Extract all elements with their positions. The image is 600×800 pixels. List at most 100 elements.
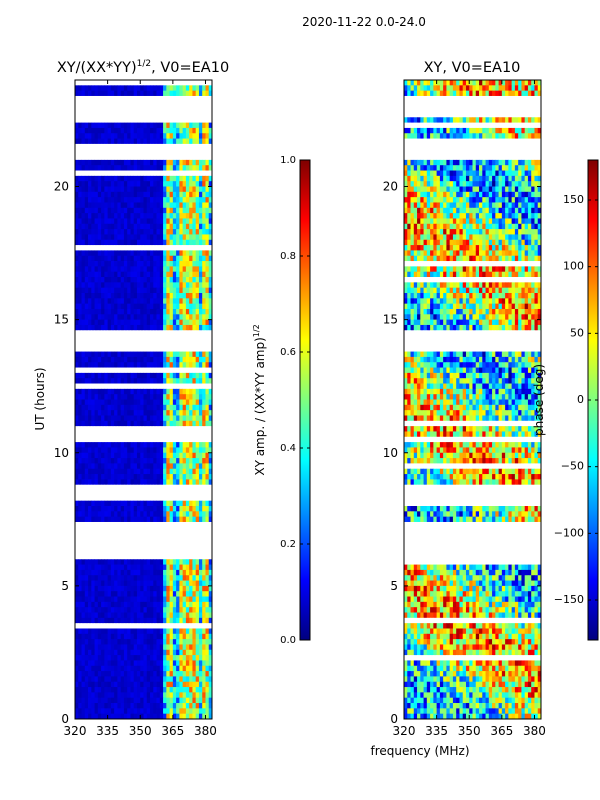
heatmap-cell	[192, 644, 197, 651]
heatmap-cell	[127, 277, 131, 283]
heatmap-cell	[150, 239, 154, 246]
heatmap-cell	[176, 463, 180, 470]
heatmap-cell	[189, 569, 193, 576]
heatmap-cell	[146, 213, 151, 219]
heatmap-cell	[195, 495, 200, 502]
heatmap-cell	[84, 388, 89, 395]
heatmap-cell	[189, 303, 193, 310]
heatmap-cell	[192, 458, 197, 464]
heatmap-cell	[88, 186, 92, 193]
heatmap-cell	[143, 585, 148, 592]
heatmap-cell	[107, 202, 112, 209]
heatmap-cell	[172, 367, 177, 374]
heatmap-cell	[153, 394, 157, 400]
heatmap-cell	[114, 484, 118, 491]
heatmap-cell	[143, 612, 148, 619]
heatmap-cell	[205, 692, 210, 699]
heatmap-cell	[182, 521, 187, 528]
heatmap-cell	[117, 415, 122, 422]
heatmap-cell	[172, 303, 177, 310]
heatmap-cell	[114, 575, 118, 581]
heatmap-cell	[114, 404, 118, 411]
heatmap-cell	[146, 388, 151, 395]
heatmap-cell	[205, 633, 210, 640]
heatmap-cell	[75, 229, 79, 235]
heatmap-cell	[195, 612, 200, 619]
heatmap-cell	[110, 303, 115, 310]
heatmap-cell	[150, 143, 154, 150]
heatmap-cell	[185, 580, 190, 587]
heatmap-cell	[97, 202, 102, 209]
heatmap-cell	[185, 143, 190, 150]
heatmap-cell	[97, 95, 102, 102]
heatmap-cell	[208, 601, 213, 608]
heatmap-cell	[130, 95, 135, 102]
heatmap-cell	[78, 101, 82, 108]
heatmap-cell	[117, 708, 122, 715]
heatmap-cell	[114, 111, 118, 118]
heatmap-cell	[182, 378, 187, 384]
heatmap-cell	[94, 335, 99, 342]
heatmap-cell	[133, 687, 138, 693]
heatmap-cell	[172, 447, 177, 454]
heatmap-cell	[123, 80, 128, 86]
heatmap-cell	[91, 101, 95, 108]
heatmap-cell	[192, 617, 197, 624]
heatmap-cell	[205, 133, 210, 139]
heatmap-cell	[88, 553, 92, 560]
heatmap-cell	[159, 154, 164, 161]
heatmap-cell	[185, 399, 190, 406]
heatmap-cell	[84, 149, 89, 155]
heatmap-cell	[133, 223, 138, 230]
heatmap-cell	[107, 548, 112, 555]
heatmap-cell	[156, 133, 161, 139]
heatmap-cell	[192, 649, 197, 656]
heatmap-cell	[114, 330, 118, 336]
heatmap-cell	[81, 569, 86, 576]
heatmap-cell	[182, 165, 187, 171]
heatmap-cell	[172, 708, 177, 715]
heatmap-cell	[179, 308, 184, 315]
heatmap-cell	[153, 431, 157, 438]
heatmap-cell	[185, 90, 190, 97]
heatmap-cell	[143, 159, 148, 166]
heatmap-cell	[75, 324, 79, 331]
heatmap-cell	[117, 122, 122, 129]
heatmap-cell	[84, 436, 89, 443]
heatmap-cell	[153, 111, 157, 118]
heatmap-cell	[130, 165, 135, 171]
heatmap-cell	[146, 372, 151, 379]
heatmap-cell	[153, 404, 157, 411]
heatmap-cell	[182, 687, 187, 693]
heatmap-cell	[143, 676, 148, 683]
heatmap-cell	[117, 521, 122, 528]
heatmap-cell	[169, 133, 174, 139]
heatmap-cell	[117, 681, 122, 688]
heatmap-cell	[192, 521, 197, 528]
heatmap-cell	[101, 671, 105, 677]
heatmap-cell	[189, 356, 193, 363]
heatmap-cell	[110, 298, 115, 305]
heatmap-cell	[75, 165, 79, 171]
heatmap-cell	[176, 346, 180, 352]
heatmap-cell	[172, 452, 177, 459]
heatmap-cell	[88, 537, 92, 544]
heatmap-cell	[81, 261, 86, 267]
heatmap-cell	[176, 665, 180, 672]
heatmap-cell	[166, 80, 170, 86]
heatmap-cell	[78, 378, 82, 384]
heatmap-cell	[182, 468, 187, 475]
heatmap-cell	[78, 623, 82, 629]
heatmap-cell	[189, 340, 193, 347]
heatmap-cell	[78, 122, 82, 129]
heatmap-cell	[172, 468, 177, 475]
heatmap-cell	[169, 575, 174, 581]
heatmap-cell	[117, 106, 122, 113]
heatmap-cell	[205, 463, 210, 470]
heatmap-cell	[208, 649, 213, 656]
heatmap-cell	[198, 154, 203, 161]
heatmap-cell	[120, 207, 125, 214]
heatmap-cell	[130, 703, 135, 709]
heatmap-cell	[78, 207, 82, 214]
heatmap-cell	[75, 447, 79, 454]
